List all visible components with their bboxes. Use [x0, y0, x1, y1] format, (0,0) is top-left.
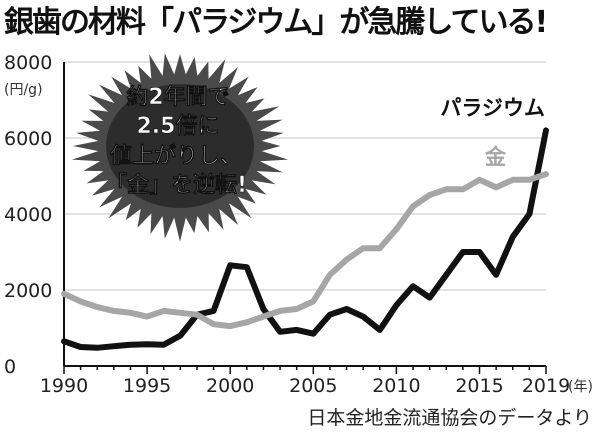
x-tick-label: 2015: [455, 375, 503, 397]
y-unit-label: (円/g): [4, 82, 43, 98]
y-tick-label: 8000: [4, 52, 52, 74]
x-tick-label: 1995: [123, 375, 171, 397]
x-tick-label: 2010: [372, 375, 420, 397]
gold-line: [61, 171, 549, 330]
palladium-line: [61, 127, 549, 351]
callout-text-line: 約2年間で: [126, 84, 229, 110]
source-note: 日本金地金流通協会のデータより: [307, 407, 592, 429]
callout-text-line: 2.5倍に: [137, 113, 220, 139]
series-label-gold: 金: [484, 145, 507, 169]
series-label-palladium: パラジウム: [440, 96, 545, 120]
callout-text-line: 値上がりし、: [109, 143, 242, 169]
x-tick-label: 2019: [522, 375, 570, 397]
x-tick-label: 1990: [40, 375, 88, 397]
x-unit-label: (年): [568, 379, 593, 395]
y-tick-label: 4000: [4, 204, 52, 226]
chart-title: 銀歯の材料「パラジウム」が急騰している!: [4, 5, 548, 40]
x-tick-label: 2000: [206, 375, 254, 397]
y-tick-label: 2000: [4, 280, 52, 302]
starburst-callout-core: [106, 84, 254, 208]
x-tick-label: 2005: [289, 375, 337, 397]
y-tick-label: 6000: [4, 128, 52, 150]
y-tick-label: 0: [4, 356, 16, 378]
callout-text-line: 「金」を逆転!: [105, 172, 247, 198]
